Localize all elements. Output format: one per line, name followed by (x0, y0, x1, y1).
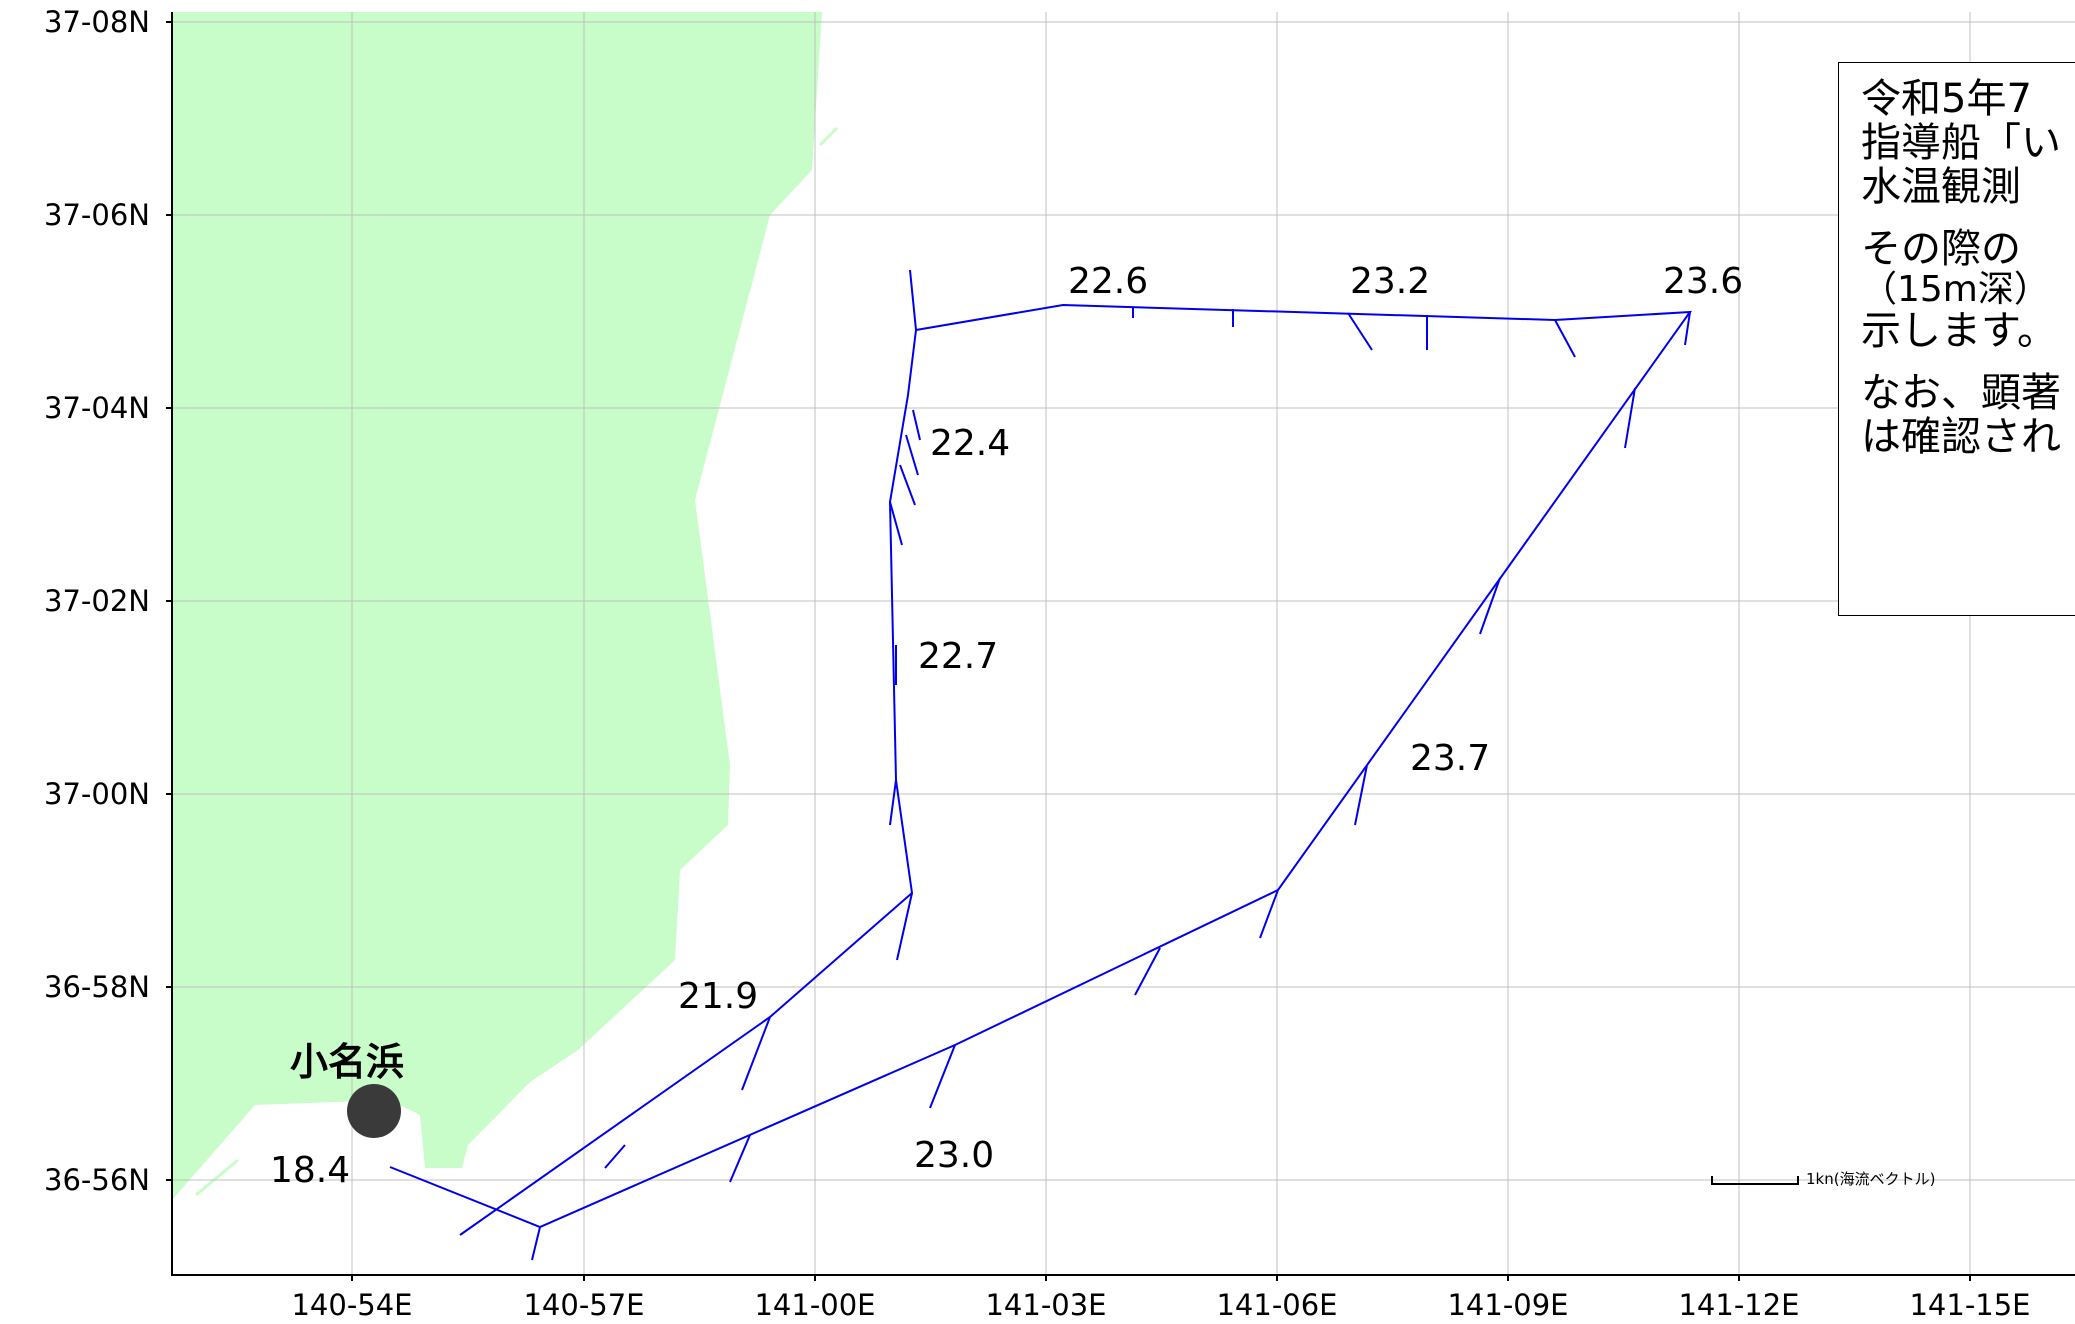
temperature-label: 18.4 (270, 1150, 350, 1191)
lon-label: 141-12E (1678, 1288, 1799, 1322)
current-vector (531, 1226, 541, 1261)
temperature-label: 21.9 (678, 976, 758, 1017)
info-line: は確認され (1861, 414, 2061, 460)
map-frame (171, 12, 2075, 1276)
lat-label: 36-58N (44, 970, 150, 1004)
graticule (172, 12, 2075, 1275)
temperature-label: 23.7 (1410, 738, 1490, 779)
info-line: （15m深） (1861, 269, 2050, 310)
info-line: 示します。 (1861, 308, 2057, 354)
survey-track (389, 269, 1693, 1261)
land-islet (818, 126, 839, 147)
scale-bar: 1kn(海流ベクトル) (1711, 1170, 1935, 1188)
place-label: 小名浜 (290, 1040, 404, 1084)
lat-label: 37-06N (44, 198, 150, 232)
info-line: 指導船「い (1861, 120, 2061, 166)
lat-label: 37-08N (44, 5, 150, 39)
current-vector (889, 501, 903, 546)
current-vector (905, 434, 919, 476)
info-line: その際の (1861, 226, 2021, 272)
current-vector (889, 779, 897, 826)
info-line: 水温観測 (1861, 164, 2021, 210)
temperature-label: 22.7 (918, 636, 998, 677)
temperature-label: 23.6 (1663, 261, 1743, 302)
longitude-labels: 140-54E 140-57E 141-00E 141-03E 141-06E … (291, 1288, 2030, 1322)
current-vector (899, 464, 916, 506)
current-vector (909, 269, 917, 331)
current-vector (929, 1044, 956, 1109)
axis-ticks (166, 21, 1971, 1281)
lat-label: 37-04N (44, 391, 150, 425)
temperature-label: 22.4 (930, 423, 1010, 464)
current-vector (1134, 947, 1161, 996)
current-vector (1479, 577, 1501, 635)
current-vector (604, 1144, 626, 1169)
info-line: 令和5年7 (1861, 76, 2032, 122)
current-vector (1354, 764, 1368, 826)
lon-label: 140-54E (291, 1288, 412, 1322)
current-vector (1259, 889, 1279, 939)
port-dot-icon (347, 1084, 401, 1138)
current-vector (1684, 311, 1691, 346)
lat-label: 37-02N (44, 584, 150, 618)
lon-label: 140-57E (523, 1288, 644, 1322)
lon-label: 141-00E (754, 1288, 875, 1322)
current-vector (896, 892, 913, 961)
latitude-labels: 37-08N 37-06N 37-04N 37-02N 37-00N 36-58… (44, 5, 150, 1197)
info-line: なお、顕著 (1861, 370, 2061, 416)
current-vector (912, 409, 921, 441)
temperature-label: 23.0 (914, 1135, 994, 1176)
current-vector (1347, 312, 1373, 351)
land-area (172, 12, 822, 1255)
temperature-labels: 18.4 21.9 23.0 22.7 22.4 22.6 23.2 23.6 … (270, 261, 1743, 1191)
lon-label: 141-15E (1909, 1288, 2030, 1322)
land-islet (195, 1158, 239, 1197)
track-line (389, 303, 1693, 1236)
current-vector (1624, 387, 1636, 449)
current-vector (729, 1134, 751, 1183)
lon-label: 141-06E (1216, 1288, 1337, 1322)
current-vector (1554, 319, 1576, 358)
temperature-label: 22.6 (1068, 261, 1148, 302)
scale-label: 1kn(海流ベクトル) (1806, 1170, 1935, 1188)
lat-label: 36-56N (44, 1163, 150, 1197)
lon-label: 141-03E (985, 1288, 1106, 1322)
lat-label: 37-00N (44, 777, 150, 811)
info-box: 令和5年7 指導船「い 水温観測 その際の （15m深） 示します。 なお、顕著… (1838, 62, 2075, 616)
current-vector (741, 1016, 771, 1091)
lon-label: 141-09E (1447, 1288, 1568, 1322)
temperature-label: 23.2 (1350, 261, 1430, 302)
